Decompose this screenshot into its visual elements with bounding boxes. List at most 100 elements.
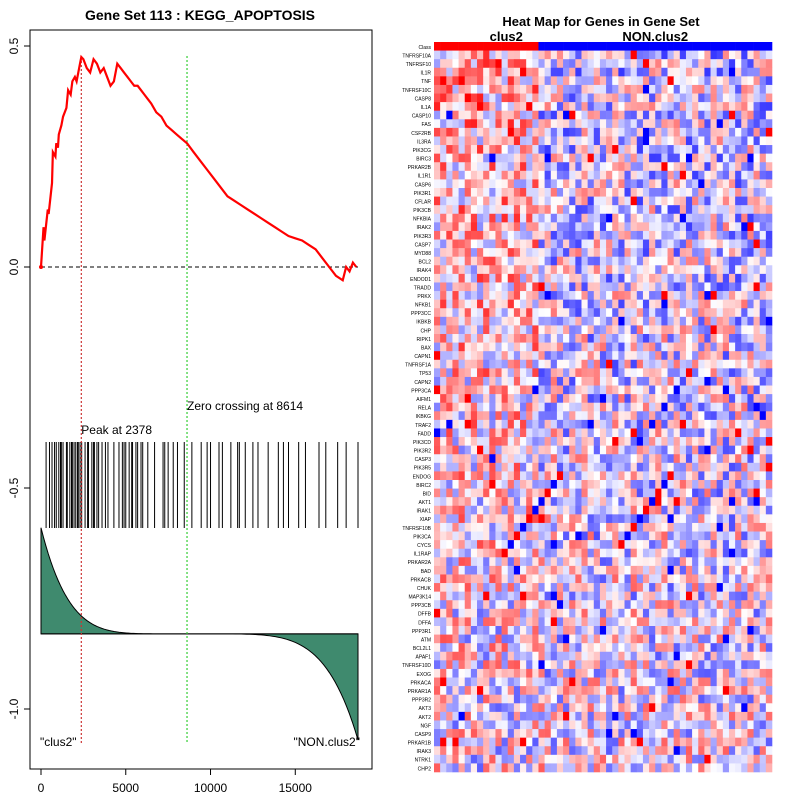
heatmap-cell — [612, 325, 619, 335]
heatmap-cell — [556, 505, 564, 515]
heatmap-cell — [538, 608, 545, 618]
heatmap-cell — [685, 643, 693, 653]
heatmap-cell — [526, 119, 533, 129]
heatmap-cell — [753, 368, 761, 378]
heatmap-cell — [452, 617, 459, 627]
heatmap-cell — [667, 729, 674, 738]
heatmap-cell — [550, 419, 558, 429]
heatmap-cell — [563, 145, 570, 154]
heatmap-cell — [587, 591, 595, 601]
heatmap-cell — [661, 643, 668, 653]
heatmap-cell — [661, 583, 668, 592]
heatmap-cell — [747, 754, 754, 764]
heatmap-cell — [452, 574, 459, 584]
heatmap-cell — [673, 153, 681, 163]
heatmap-cell — [538, 316, 545, 326]
heatmap-cell — [667, 145, 674, 154]
heatmap-cell — [556, 368, 564, 378]
heatmap-cell — [624, 213, 631, 223]
heatmap-cell — [458, 729, 466, 738]
heatmap-cell — [434, 660, 441, 670]
heatmap-cell — [673, 565, 681, 575]
heatmap-cell — [636, 437, 644, 446]
heatmap-cell — [692, 93, 699, 103]
heatmap-cell — [642, 746, 650, 756]
heatmap-cell — [446, 617, 453, 627]
heatmap-cell — [685, 437, 693, 446]
heatmap-cell — [532, 196, 539, 206]
heatmap-cell — [606, 531, 613, 541]
heatmap-cell — [526, 419, 533, 429]
heatmap-cell — [575, 445, 582, 455]
heatmap-cell — [692, 617, 699, 627]
heatmap-cell — [569, 437, 576, 446]
heatmap-cell — [501, 213, 509, 223]
heatmap-cell — [655, 677, 662, 687]
heatmap-cell — [458, 84, 466, 94]
heatmap-cell — [544, 342, 552, 352]
heatmap-cell — [538, 419, 545, 429]
heatmap-cell — [741, 248, 748, 258]
heatmap-cell — [501, 668, 509, 678]
heatmap-cell — [452, 59, 459, 69]
heatmap-cell — [698, 59, 705, 69]
heatmap-cell — [606, 230, 613, 240]
heatmap-cell — [735, 634, 742, 644]
heatmap-cell — [679, 402, 687, 412]
heatmap-cell — [710, 643, 717, 653]
heatmap-row-label: IL1A — [421, 105, 432, 111]
heatmap-cell — [550, 548, 558, 558]
heatmap-cell — [661, 291, 668, 300]
heatmap-cell — [593, 145, 601, 154]
heatmap-cell — [655, 668, 662, 678]
heatmap-cell — [593, 84, 601, 94]
heatmap-cell — [550, 162, 558, 172]
heatmap-cell — [452, 531, 459, 541]
heatmap-cell — [747, 299, 754, 309]
heatmap-cell — [606, 480, 613, 489]
heatmap-cell — [495, 608, 502, 618]
heatmap-cell — [520, 720, 527, 730]
heatmap-cell — [655, 419, 662, 429]
heatmap-cell — [477, 600, 484, 610]
heatmap-cell — [661, 179, 668, 189]
heatmap-cell — [655, 299, 662, 309]
heatmap-cell — [563, 583, 570, 592]
heatmap-cell — [649, 351, 656, 361]
heatmap-cell — [544, 359, 552, 369]
heatmap-cell — [575, 93, 582, 103]
heatmap-cell — [587, 703, 595, 713]
heatmap-cell — [507, 497, 515, 507]
heatmap-cell — [728, 729, 736, 738]
heatmap-cell — [434, 102, 441, 112]
heatmap-cell — [741, 351, 748, 361]
heatmap-cell — [698, 617, 705, 627]
heatmap-cell — [520, 136, 527, 146]
heatmap-cell — [765, 419, 773, 429]
heatmap-cell — [563, 471, 570, 481]
heatmap-cell — [458, 600, 466, 610]
heatmap-cell — [673, 170, 681, 180]
heatmap-cell — [489, 754, 496, 764]
heatmap-cell — [673, 694, 681, 704]
heatmap-cell — [599, 471, 607, 481]
heatmap-cell — [477, 711, 484, 721]
heatmap-cell — [692, 694, 699, 704]
heatmap-cell — [495, 634, 502, 644]
heatmap-cell — [470, 505, 478, 515]
heatmap-cell — [520, 660, 527, 670]
heatmap-cell — [501, 626, 509, 635]
heatmap-cell — [489, 368, 496, 378]
heatmap-cell — [606, 437, 613, 446]
heatmap-cell — [513, 127, 521, 137]
heatmap-cell — [452, 454, 459, 464]
heatmap-cell — [753, 583, 761, 592]
heatmap-cell — [667, 668, 674, 678]
heatmap-cell — [728, 720, 736, 730]
heatmap-cell — [685, 574, 693, 584]
heatmap-cell — [575, 591, 582, 601]
heatmap-cell — [673, 59, 681, 69]
heatmap-cell — [495, 76, 502, 86]
heatmap-cell — [452, 84, 459, 94]
heatmap-cell — [556, 548, 564, 558]
